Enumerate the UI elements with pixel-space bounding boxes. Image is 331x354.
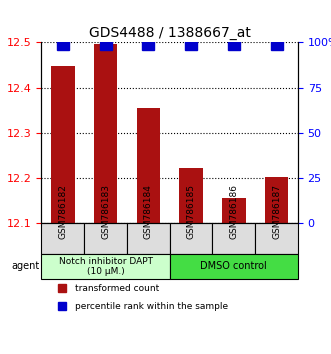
- FancyBboxPatch shape: [127, 223, 169, 254]
- Text: GSM786187: GSM786187: [272, 184, 281, 239]
- FancyBboxPatch shape: [41, 223, 84, 254]
- Text: DMSO control: DMSO control: [200, 261, 267, 272]
- Text: GSM786182: GSM786182: [58, 184, 67, 239]
- Bar: [94, 44, 117, 223]
- FancyBboxPatch shape: [84, 223, 127, 254]
- Bar: [136, 108, 160, 223]
- Text: GSM786186: GSM786186: [229, 184, 238, 239]
- Text: agent: agent: [11, 261, 39, 272]
- Title: GDS4488 / 1388667_at: GDS4488 / 1388667_at: [89, 26, 251, 40]
- Text: GSM786183: GSM786183: [101, 184, 110, 239]
- FancyBboxPatch shape: [169, 223, 213, 254]
- Text: GSM786185: GSM786185: [186, 184, 196, 239]
- FancyBboxPatch shape: [255, 223, 298, 254]
- Bar: [51, 67, 74, 223]
- Text: transformed count: transformed count: [75, 284, 159, 292]
- FancyBboxPatch shape: [41, 254, 169, 279]
- Bar: [222, 198, 246, 223]
- FancyBboxPatch shape: [213, 223, 255, 254]
- Bar: [265, 177, 288, 223]
- Text: GSM786184: GSM786184: [144, 184, 153, 239]
- Bar: [179, 168, 203, 223]
- FancyBboxPatch shape: [169, 254, 298, 279]
- Text: Notch inhibitor DAPT
(10 μM.): Notch inhibitor DAPT (10 μM.): [59, 257, 153, 276]
- Text: percentile rank within the sample: percentile rank within the sample: [75, 302, 228, 310]
